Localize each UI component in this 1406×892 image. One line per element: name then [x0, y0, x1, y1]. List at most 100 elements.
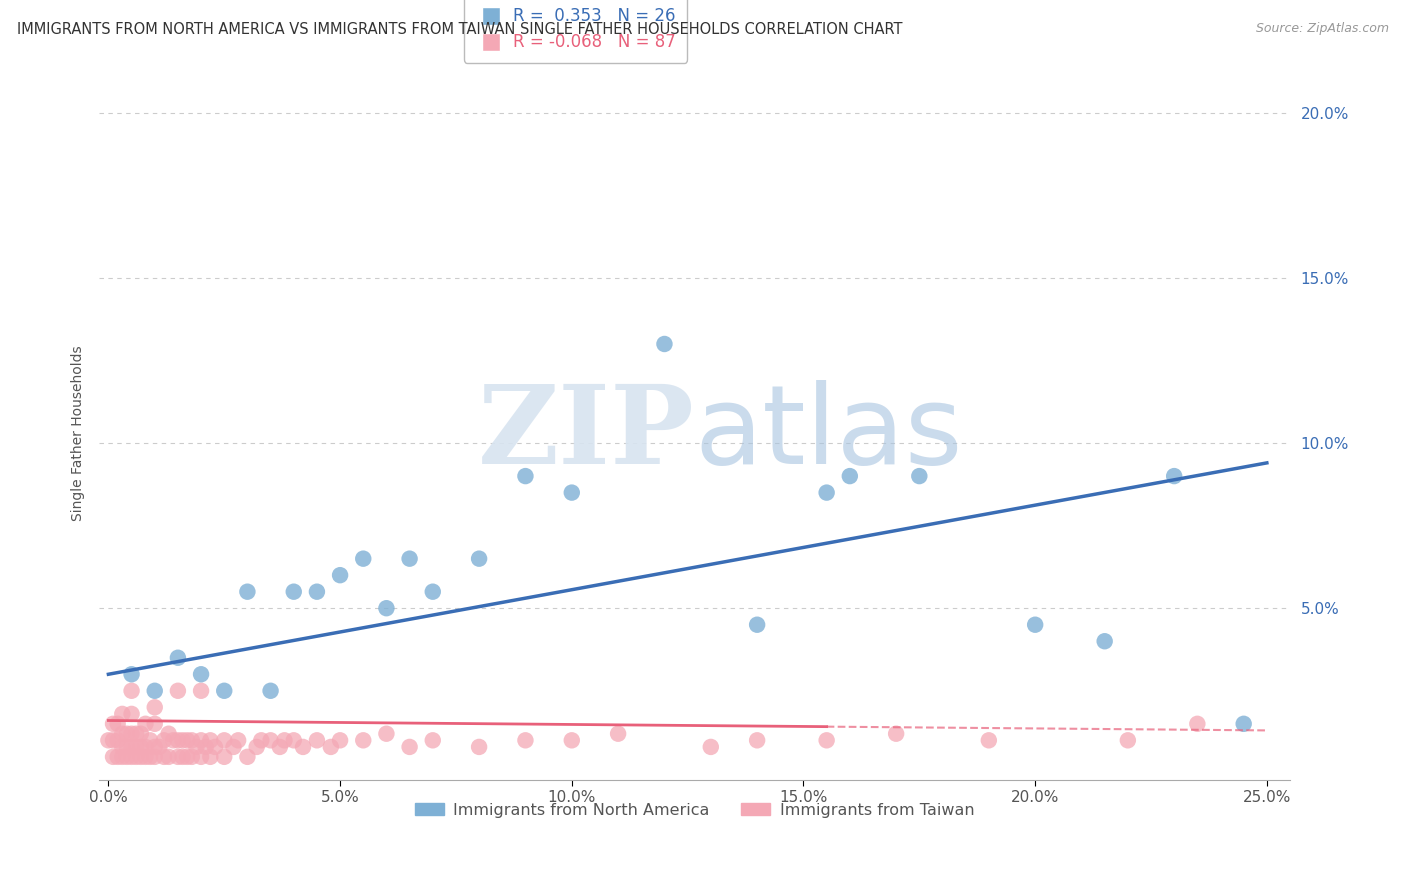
- Point: [121, 706, 143, 721]
- Point: [143, 683, 166, 698]
- Point: [107, 749, 129, 764]
- Point: [468, 739, 491, 754]
- Point: [148, 739, 170, 754]
- Point: [305, 733, 328, 747]
- Point: [134, 716, 156, 731]
- Point: [212, 749, 235, 764]
- Point: [115, 739, 138, 754]
- Point: [129, 727, 152, 741]
- Point: [121, 683, 143, 698]
- Point: [101, 749, 124, 764]
- Point: [1116, 733, 1139, 747]
- Point: [246, 739, 269, 754]
- Point: [977, 733, 1000, 747]
- Point: [176, 733, 198, 747]
- Point: [200, 733, 222, 747]
- Text: IMMIGRANTS FROM NORTH AMERICA VS IMMIGRANTS FROM TAIWAN SINGLE FATHER HOUSEHOLDS: IMMIGRANTS FROM NORTH AMERICA VS IMMIGRA…: [17, 22, 903, 37]
- Text: ZIP: ZIP: [478, 380, 695, 487]
- Point: [236, 584, 259, 599]
- Point: [153, 749, 176, 764]
- Point: [908, 469, 931, 483]
- Point: [101, 733, 124, 747]
- Point: [97, 733, 120, 747]
- Point: [125, 727, 148, 741]
- Point: [176, 749, 198, 764]
- Point: [352, 551, 374, 566]
- Y-axis label: Single Father Households: Single Father Households: [72, 345, 86, 521]
- Point: [111, 749, 134, 764]
- Point: [157, 727, 180, 741]
- Point: [654, 337, 676, 351]
- Point: [143, 749, 166, 764]
- Point: [172, 733, 194, 747]
- Point: [1233, 716, 1256, 731]
- Point: [153, 733, 176, 747]
- Point: [283, 733, 305, 747]
- Point: [1024, 617, 1046, 632]
- Point: [101, 716, 124, 731]
- Point: [167, 650, 190, 665]
- Point: [561, 733, 583, 747]
- Point: [190, 733, 212, 747]
- Point: [134, 739, 156, 754]
- Point: [375, 601, 398, 615]
- Point: [1094, 634, 1116, 648]
- Point: [167, 749, 190, 764]
- Point: [422, 733, 444, 747]
- Point: [180, 749, 202, 764]
- Point: [186, 739, 208, 754]
- Point: [121, 739, 143, 754]
- Point: [398, 551, 420, 566]
- Point: [190, 683, 212, 698]
- Point: [121, 749, 143, 764]
- Point: [204, 739, 226, 754]
- Point: [561, 485, 583, 500]
- Point: [121, 667, 143, 681]
- Point: [468, 551, 491, 566]
- Point: [190, 667, 212, 681]
- Point: [226, 733, 249, 747]
- Point: [515, 733, 537, 747]
- Point: [283, 584, 305, 599]
- Point: [352, 733, 374, 747]
- Point: [212, 683, 235, 698]
- Point: [250, 733, 273, 747]
- Point: [139, 749, 162, 764]
- Text: atlas: atlas: [695, 380, 963, 487]
- Point: [1187, 716, 1209, 731]
- Point: [125, 739, 148, 754]
- Point: [107, 716, 129, 731]
- Point: [884, 727, 907, 741]
- Point: [259, 733, 281, 747]
- Point: [319, 739, 342, 754]
- Point: [172, 749, 194, 764]
- Point: [422, 584, 444, 599]
- Point: [190, 749, 212, 764]
- Point: [121, 727, 143, 741]
- Point: [111, 706, 134, 721]
- Point: [139, 733, 162, 747]
- Point: [143, 739, 166, 754]
- Point: [815, 733, 838, 747]
- Point: [700, 739, 723, 754]
- Point: [125, 749, 148, 764]
- Point: [129, 739, 152, 754]
- Point: [515, 469, 537, 483]
- Point: [212, 733, 235, 747]
- Point: [180, 733, 202, 747]
- Point: [1163, 469, 1185, 483]
- Point: [115, 749, 138, 764]
- Point: [375, 727, 398, 741]
- Point: [134, 749, 156, 764]
- Point: [107, 733, 129, 747]
- Point: [292, 739, 315, 754]
- Point: [747, 733, 769, 747]
- Point: [236, 749, 259, 764]
- Point: [194, 739, 217, 754]
- Text: Source: ZipAtlas.com: Source: ZipAtlas.com: [1256, 22, 1389, 36]
- Point: [815, 485, 838, 500]
- Point: [200, 749, 222, 764]
- Point: [747, 617, 769, 632]
- Point: [269, 739, 291, 754]
- Point: [607, 727, 630, 741]
